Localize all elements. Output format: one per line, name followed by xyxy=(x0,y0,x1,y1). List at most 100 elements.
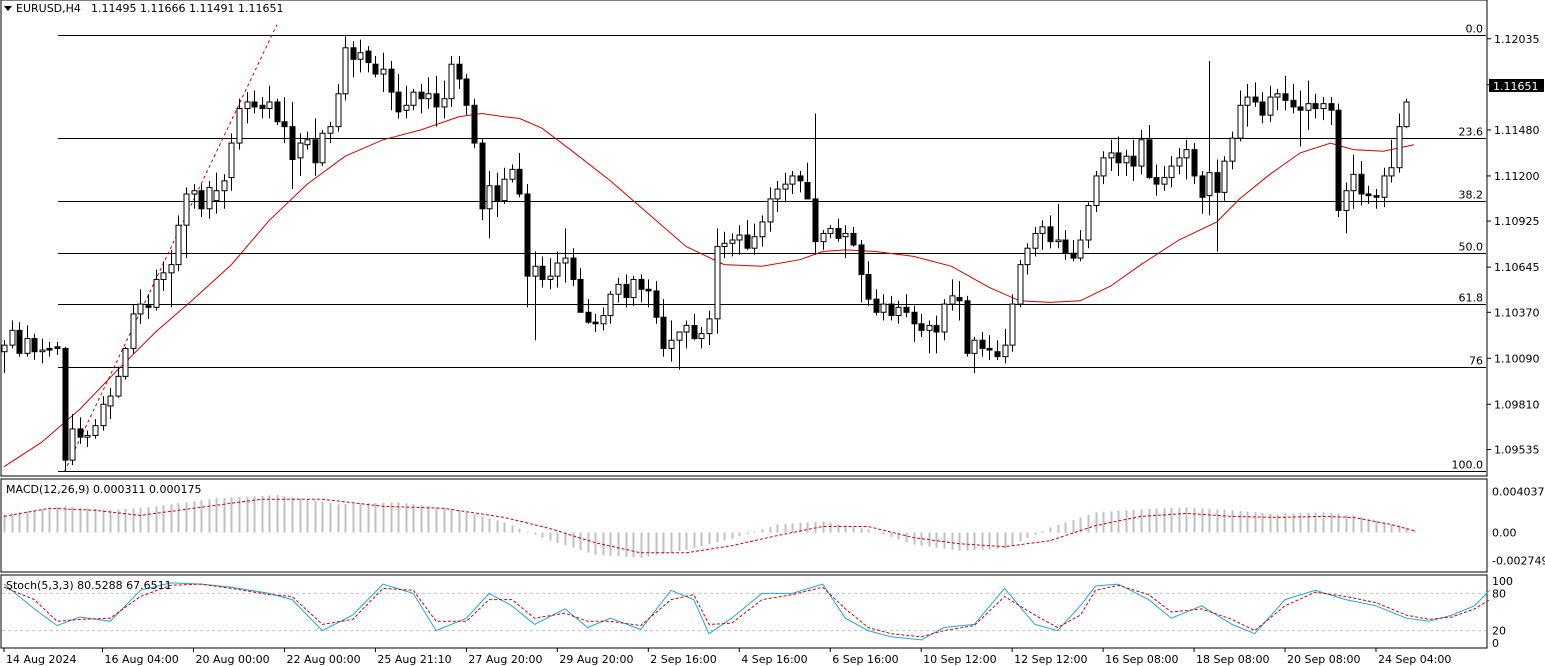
candle-body xyxy=(1002,344,1009,358)
candle-body xyxy=(1161,177,1168,185)
candle-body xyxy=(1055,239,1062,243)
candle xyxy=(964,295,971,357)
candle-body xyxy=(304,139,311,146)
candle xyxy=(1055,203,1062,249)
candle-body xyxy=(456,63,463,80)
candle xyxy=(486,171,493,239)
candle xyxy=(827,225,834,239)
candle xyxy=(592,313,599,332)
candle xyxy=(479,138,486,221)
candle-body xyxy=(1153,177,1160,185)
candle xyxy=(84,430,91,447)
candle xyxy=(759,215,766,247)
candle-body xyxy=(479,142,486,210)
macd-pane[interactable] xyxy=(3,495,1416,558)
candle-body xyxy=(39,349,46,353)
candle xyxy=(1191,143,1198,185)
time-axis-label: 16 Sep 08:00 xyxy=(1105,653,1178,666)
fib-level-label: 100.0 xyxy=(1452,459,1484,472)
macd-axis-label: 0.004037 xyxy=(1492,486,1545,499)
candle-body xyxy=(926,324,933,331)
candle-body xyxy=(1274,93,1281,98)
candle xyxy=(858,240,865,303)
candle xyxy=(971,336,978,374)
moving-average-line xyxy=(3,112,1414,468)
candle-body xyxy=(1237,104,1244,139)
candle xyxy=(933,315,940,354)
candle xyxy=(607,290,614,324)
candle-body xyxy=(554,262,561,277)
candle xyxy=(9,320,16,349)
candle xyxy=(115,366,122,398)
candle-body xyxy=(1070,252,1077,259)
candle-body xyxy=(228,142,235,179)
candle xyxy=(1146,125,1153,180)
candle xyxy=(842,225,849,259)
candle-body xyxy=(1290,99,1297,108)
candle xyxy=(1274,88,1281,111)
candle-body xyxy=(888,303,895,317)
fib-level-label: 50.0 xyxy=(1459,241,1484,254)
candle xyxy=(266,85,273,119)
price-axis-label: 1.12035 xyxy=(1494,33,1540,46)
symbol-label[interactable]: EURUSD,H4 xyxy=(16,2,81,15)
candle xyxy=(918,313,925,337)
axes: 1.120351.117551.114801.112001.109251.106… xyxy=(3,33,1545,666)
candle xyxy=(895,300,902,324)
candle-body xyxy=(676,331,683,341)
candle xyxy=(698,327,705,349)
candle xyxy=(509,164,516,183)
candle-body xyxy=(425,93,432,100)
candle-body xyxy=(100,403,107,427)
candle xyxy=(691,313,698,341)
candle xyxy=(850,226,857,247)
candle-body xyxy=(92,425,99,436)
stoch-main-line xyxy=(3,582,1491,641)
candle xyxy=(198,184,205,217)
candle-body xyxy=(1138,139,1145,167)
candle-body xyxy=(501,178,508,202)
candle xyxy=(54,341,61,355)
candle xyxy=(979,332,986,357)
candle xyxy=(1403,98,1410,129)
candle-body xyxy=(198,190,205,210)
time-axis-label: 22 Aug 00:00 xyxy=(286,653,360,666)
candle xyxy=(433,75,440,127)
candle-body xyxy=(1183,149,1190,159)
price-pane[interactable]: 0.0 23.6 38.2 50.0 61.8 76 100.0 xyxy=(1,23,1486,472)
candle-body xyxy=(994,351,1001,358)
candle xyxy=(1032,226,1039,257)
symbol-dropdown-icon[interactable] xyxy=(4,6,12,11)
candle-body xyxy=(1024,247,1031,266)
candle-body xyxy=(721,242,728,248)
candle xyxy=(926,320,933,354)
current-price-label: 1.11651 xyxy=(1493,80,1539,93)
candle xyxy=(69,414,76,466)
candle-body xyxy=(9,329,16,346)
candle xyxy=(714,228,721,334)
candle-body xyxy=(683,324,690,333)
candle-body xyxy=(175,224,182,266)
fib-level-label: 38.2 xyxy=(1459,189,1484,202)
candle-body xyxy=(1039,226,1046,234)
price-axis-label: 1.10925 xyxy=(1494,215,1540,228)
main-pane-border xyxy=(0,0,1488,477)
candle xyxy=(403,85,410,119)
candle-body xyxy=(160,272,167,280)
candle-body xyxy=(1108,152,1115,159)
candle xyxy=(1388,139,1395,183)
candle xyxy=(357,39,364,73)
candle xyxy=(319,129,326,167)
candle-body xyxy=(971,339,978,354)
stochastic-pane[interactable] xyxy=(2,582,1491,641)
candle xyxy=(524,184,531,308)
candle xyxy=(1229,131,1236,170)
candle-body xyxy=(895,306,902,317)
candle-body xyxy=(259,104,266,110)
candle-body xyxy=(1176,157,1183,167)
candle xyxy=(865,261,872,306)
candle xyxy=(1312,93,1319,119)
candle xyxy=(1138,129,1145,175)
candle xyxy=(1297,90,1304,147)
